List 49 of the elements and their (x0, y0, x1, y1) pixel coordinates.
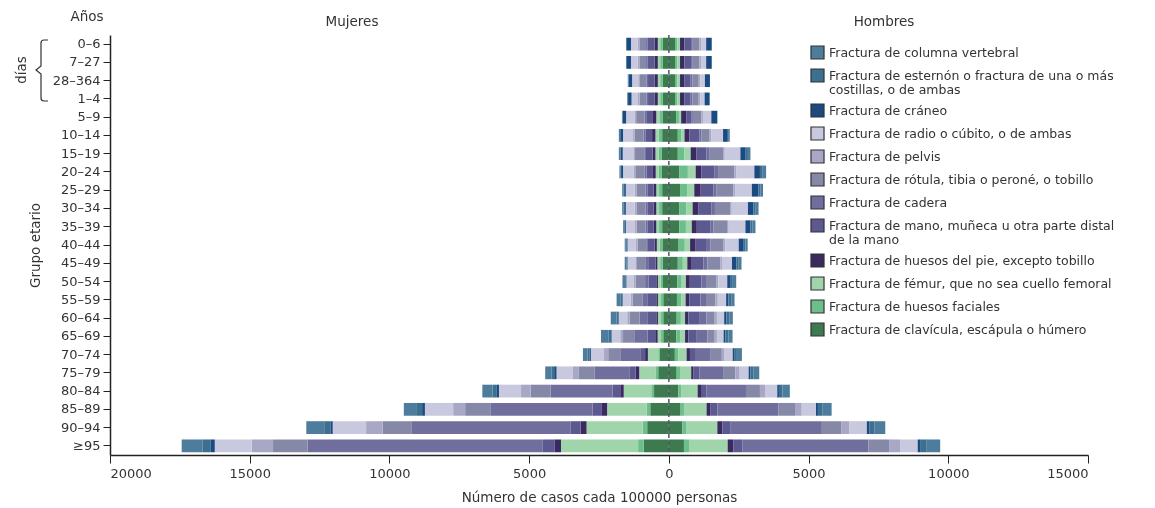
y-tick-label: 65–69 (60, 328, 101, 344)
legend-label: Fractura de pelvis (829, 148, 941, 164)
text: Hombres (853, 13, 915, 29)
x-tick-label: 15000 (1047, 465, 1089, 481)
y-tick-label: 10–14 (60, 127, 101, 143)
legend-label: Fractura de cadera (829, 194, 948, 210)
x-axis-title: Número de casos cada 100000 personas (461, 488, 738, 505)
y-tick-label: 28–364 (52, 72, 101, 88)
legend-label: Fractura de columna vertebral (829, 44, 1019, 60)
y-tick-label: 1–4 (77, 90, 101, 106)
y-axis-title: Grupo etario (26, 202, 43, 289)
x-tick-label: 0 (665, 465, 674, 481)
y-tick-label: 7–27 (69, 54, 101, 70)
y-tick-label: 45–49 (60, 255, 101, 271)
legend-label: Fractura de huesos del pie, excepto tobillo (829, 252, 1095, 268)
y-tick-label: 75–79 (60, 364, 101, 380)
y-tick-label: 55–59 (60, 291, 101, 307)
y-tick-label: 0–6 (77, 36, 101, 52)
y-tick-label: 40–44 (60, 237, 101, 252)
y-tick-label: ≥95 (73, 437, 101, 453)
legend-label: Fractura de cráneo (829, 102, 948, 118)
legend-label: Fractura de esternón o fractura de una o más costillas, o de ambas (829, 67, 1114, 97)
x-tick-label: 10000 (928, 465, 970, 481)
legend-label: Fractura de radio o cúbito, o de ambas (829, 125, 1072, 141)
x-tick-label: 20000 (110, 465, 152, 481)
y-tick-label: 85–89 (60, 401, 101, 417)
y-tick-label: 50–54 (60, 273, 101, 289)
legend-label: Fractura de huesos faciales (829, 298, 1001, 314)
text: Mujeres (325, 13, 379, 29)
y-tick-label: 5–9 (77, 109, 101, 125)
text: Años (70, 8, 104, 24)
x-tick-label: 15000 (229, 465, 271, 481)
text: días (13, 56, 29, 84)
y-tick-label: 60–64 (60, 310, 101, 326)
x-tick-label: 10000 (369, 465, 411, 481)
y-tick-label: 70–74 (60, 346, 101, 362)
legend-label: Fractura de rótula, tibia o peroné, o tobillo (829, 171, 1094, 187)
legend-label: Fractura de mano, muñeca u otra parte distal de la mano (829, 217, 1115, 247)
y-tick-label: 25–29 (60, 182, 101, 198)
y-tick-label: 35–39 (60, 218, 101, 234)
y-tick-label: 30–34 (60, 200, 101, 216)
y-tick-label: 90–94 (60, 419, 101, 435)
legend-label: Fractura de clavícula, escápula o húmero (829, 321, 1087, 337)
y-tick-label: 20–24 (60, 163, 101, 179)
y-tick-label: 80–84 (60, 383, 101, 399)
x-tick-label: 5000 (792, 465, 826, 481)
legend-label: Fractura de fémur, que no sea cuello femoral (829, 275, 1112, 291)
x-tick-label: 5000 (513, 465, 547, 481)
y-tick-label: 15–19 (60, 145, 101, 161)
